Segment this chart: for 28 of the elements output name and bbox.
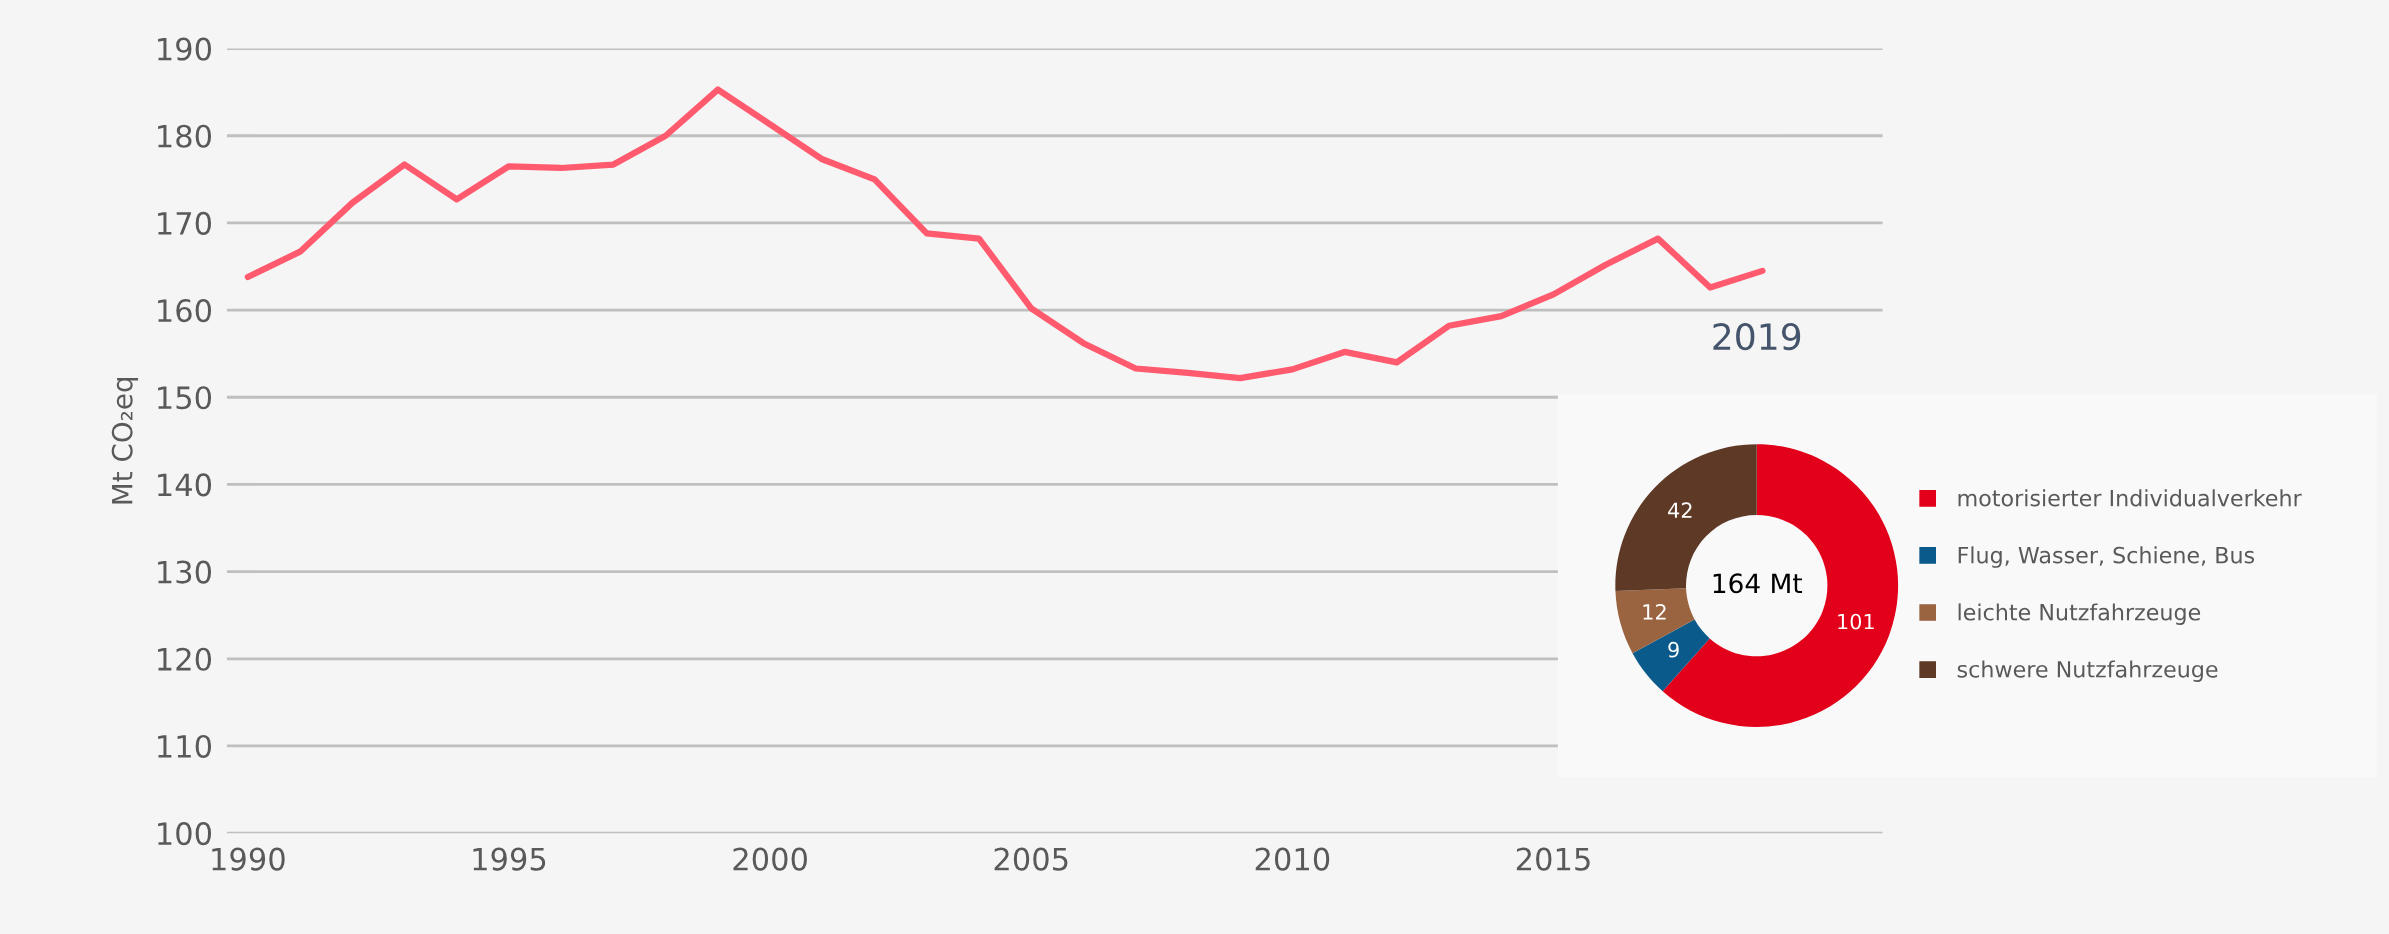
y-tick-label: 180 — [158, 124, 212, 148]
data-label: 42 — [1668, 502, 1692, 518]
legend-label: leichte Nutzfahrzeuge — [1958, 603, 2201, 625]
x-tick-label: 1990 — [212, 847, 285, 871]
y-tick-label: 140 — [158, 473, 212, 497]
x-tick-label: 2000 — [733, 847, 807, 871]
y-tick-label: 150 — [158, 386, 212, 410]
x-tick-label: 2015 — [1516, 847, 1590, 871]
legend-label: schwere Nutzfahrzeuge — [1957, 660, 2218, 682]
y-tick-label: 110 — [158, 734, 212, 758]
y-axis-title: Mt CO₂eq — [111, 377, 139, 504]
x-tick-label: 2005 — [994, 847, 1068, 871]
annotation: 164 Mt — [1713, 573, 1803, 594]
data-label: 9 — [1668, 641, 1679, 658]
y-tick-label: 160 — [158, 299, 212, 323]
chart-title: 2019 — [1713, 323, 1801, 351]
x-tick-label: 1995 — [473, 847, 546, 871]
y-tick-label: 190 — [158, 37, 212, 61]
legend-label: Flug, Wasser, Schiene, Bus — [1958, 546, 2255, 568]
data-label: 101 — [1838, 613, 1874, 630]
y-tick-label: 120 — [158, 647, 212, 671]
legend-label: motorisierter Individualverkehr — [1958, 489, 2302, 507]
y-tick-label: 130 — [158, 560, 212, 584]
data-label: 12 — [1643, 604, 1666, 620]
x-tick-label: 2010 — [1255, 847, 1330, 871]
donut-slice — [1632, 619, 1710, 692]
y-tick-label: 100 — [158, 822, 212, 846]
y-tick-label: 170 — [158, 211, 212, 235]
